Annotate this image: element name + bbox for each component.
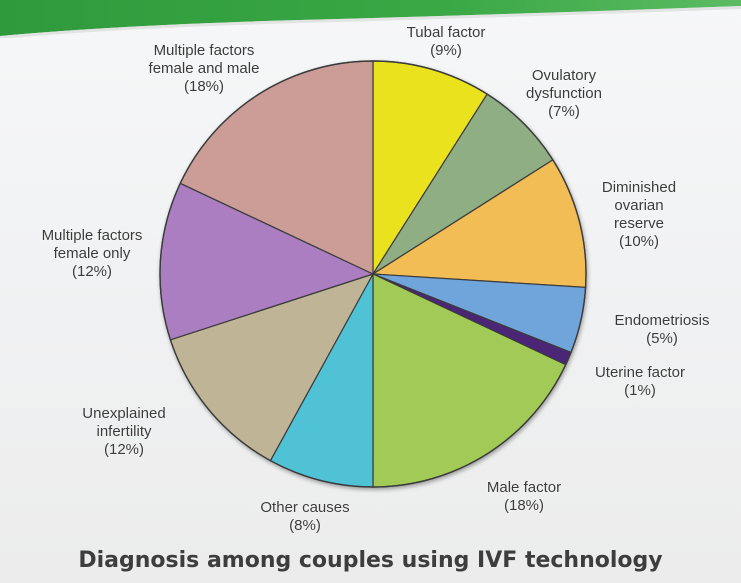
slice-label-3: Endometriosis (5%) bbox=[614, 312, 709, 347]
slice-label-1: Ovulatory dysfunction (7%) bbox=[526, 67, 602, 120]
slice-label-line: Male factor bbox=[487, 479, 561, 496]
accent-band-shape bbox=[0, 0, 741, 36]
slice-label-line: Endometriosis bbox=[614, 312, 709, 329]
slice-label-line: (1%) bbox=[624, 382, 656, 399]
slice-label-line: (12%) bbox=[72, 263, 112, 280]
slice-label-line: Uterine factor bbox=[595, 364, 685, 381]
pie-labels: Tubal factor (9%) Ovulatory dysfunction (7%)… bbox=[41, 24, 710, 535]
chart-caption: Diagnosis among couples using IVF techno… bbox=[78, 548, 663, 573]
slice-label-2: Diminished ovarian reserve (10%) bbox=[602, 179, 676, 250]
slice-label-8: Multiple factors female only (12%) bbox=[42, 227, 143, 280]
slice-label-line: (8%) bbox=[289, 517, 321, 534]
slice-label-line: (5%) bbox=[646, 330, 678, 347]
slice-label-line: Unexplained bbox=[82, 405, 165, 422]
slice-label-line: (7%) bbox=[548, 103, 580, 120]
slice-label-5: Male factor (18%) bbox=[487, 479, 561, 514]
slice-label-line: Other causes bbox=[260, 499, 349, 516]
slice-label-line: female and male bbox=[149, 60, 260, 77]
slice-label-line: (18%) bbox=[184, 78, 224, 95]
slice-label-line: reserve bbox=[614, 215, 664, 232]
accent-band-shadow bbox=[0, 6, 741, 38]
slice-label-6: Other causes (8%) bbox=[260, 499, 349, 534]
slice-label-line: (18%) bbox=[504, 497, 544, 514]
slice-label-9: Multiple factors female and male (18%) bbox=[149, 42, 260, 95]
slice-label-line: ovarian bbox=[614, 197, 663, 214]
pie-slices bbox=[159, 60, 587, 488]
slice-label-line: (10%) bbox=[619, 233, 659, 250]
slice-label-line: dysfunction bbox=[526, 85, 602, 102]
slice-label-line: Diminished bbox=[602, 179, 676, 196]
slice-label-line: (12%) bbox=[104, 441, 144, 458]
slice-label-line: female only bbox=[54, 245, 131, 262]
slice-label-line: Multiple factors bbox=[154, 42, 255, 59]
slice-label-line: (9%) bbox=[430, 42, 462, 59]
slice-label-0: Tubal factor (9%) bbox=[407, 24, 486, 59]
pie-outline bbox=[159, 60, 587, 488]
slice-label-7: Unexplained infertility (12%) bbox=[82, 405, 165, 458]
slice-label-line: Ovulatory bbox=[532, 67, 597, 84]
slice-label-4: Uterine factor (1%) bbox=[595, 364, 685, 399]
slice-label-line: infertility bbox=[96, 423, 152, 440]
header-accent-band bbox=[0, 0, 741, 38]
slice-label-line: Tubal factor bbox=[407, 24, 486, 41]
slice-label-line: Multiple factors bbox=[42, 227, 143, 244]
